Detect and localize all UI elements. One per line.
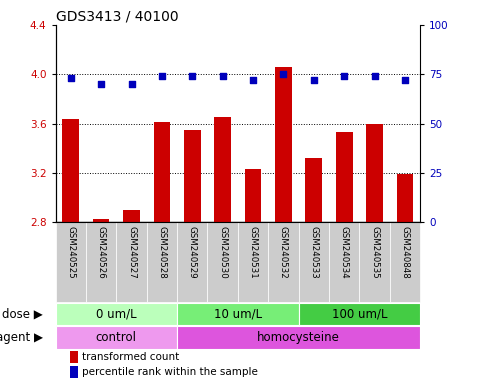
- Text: GSM240525: GSM240525: [66, 226, 75, 279]
- Text: GSM240534: GSM240534: [340, 226, 349, 279]
- Bar: [154, 122, 170, 222]
- Bar: [70, 366, 78, 378]
- Text: GSM240528: GSM240528: [157, 226, 167, 279]
- Text: GSM240527: GSM240527: [127, 226, 136, 279]
- FancyBboxPatch shape: [298, 222, 329, 303]
- Point: [310, 77, 318, 83]
- Text: GSM240531: GSM240531: [249, 226, 257, 279]
- Bar: [214, 118, 231, 222]
- FancyBboxPatch shape: [147, 222, 177, 303]
- Point: [158, 73, 166, 79]
- FancyBboxPatch shape: [177, 303, 298, 325]
- Point: [128, 81, 135, 87]
- Text: agent ▶: agent ▶: [0, 331, 43, 344]
- Bar: [245, 169, 261, 222]
- FancyBboxPatch shape: [86, 222, 116, 303]
- Bar: [184, 130, 200, 222]
- Bar: [305, 158, 322, 222]
- Bar: [397, 174, 413, 222]
- FancyBboxPatch shape: [116, 222, 147, 303]
- Text: GSM240535: GSM240535: [370, 226, 379, 279]
- FancyBboxPatch shape: [390, 222, 420, 303]
- Point: [97, 81, 105, 87]
- Bar: [93, 218, 110, 222]
- Text: 0 um/L: 0 um/L: [96, 308, 137, 321]
- Text: GSM240848: GSM240848: [400, 226, 410, 279]
- Text: 10 um/L: 10 um/L: [214, 308, 262, 321]
- FancyBboxPatch shape: [329, 222, 359, 303]
- Bar: [366, 124, 383, 222]
- FancyBboxPatch shape: [268, 222, 298, 303]
- Bar: [62, 119, 79, 222]
- Text: control: control: [96, 331, 137, 344]
- Text: homocysteine: homocysteine: [257, 331, 340, 344]
- FancyBboxPatch shape: [56, 326, 177, 349]
- FancyBboxPatch shape: [208, 222, 238, 303]
- Point: [280, 71, 287, 77]
- Text: percentile rank within the sample: percentile rank within the sample: [82, 367, 257, 377]
- FancyBboxPatch shape: [238, 222, 268, 303]
- Bar: [275, 67, 292, 222]
- Text: 100 um/L: 100 um/L: [332, 308, 387, 321]
- Text: GSM240529: GSM240529: [188, 226, 197, 279]
- FancyBboxPatch shape: [177, 222, 208, 303]
- Point: [341, 73, 348, 79]
- Point: [188, 73, 196, 79]
- FancyBboxPatch shape: [298, 303, 420, 325]
- Text: GSM240530: GSM240530: [218, 226, 227, 279]
- Bar: [70, 351, 78, 363]
- Text: dose ▶: dose ▶: [2, 308, 43, 321]
- FancyBboxPatch shape: [177, 326, 420, 349]
- Text: GDS3413 / 40100: GDS3413 / 40100: [56, 10, 178, 24]
- Text: transformed count: transformed count: [82, 353, 179, 362]
- FancyBboxPatch shape: [359, 222, 390, 303]
- Point: [219, 73, 227, 79]
- Point: [67, 75, 74, 81]
- Text: GSM240533: GSM240533: [309, 226, 318, 279]
- Point: [401, 77, 409, 83]
- FancyBboxPatch shape: [56, 303, 177, 325]
- Point: [371, 73, 379, 79]
- FancyBboxPatch shape: [56, 222, 86, 303]
- Text: GSM240532: GSM240532: [279, 226, 288, 279]
- Text: GSM240526: GSM240526: [97, 226, 106, 279]
- Point: [249, 77, 257, 83]
- Bar: [123, 210, 140, 222]
- Bar: [336, 132, 353, 222]
